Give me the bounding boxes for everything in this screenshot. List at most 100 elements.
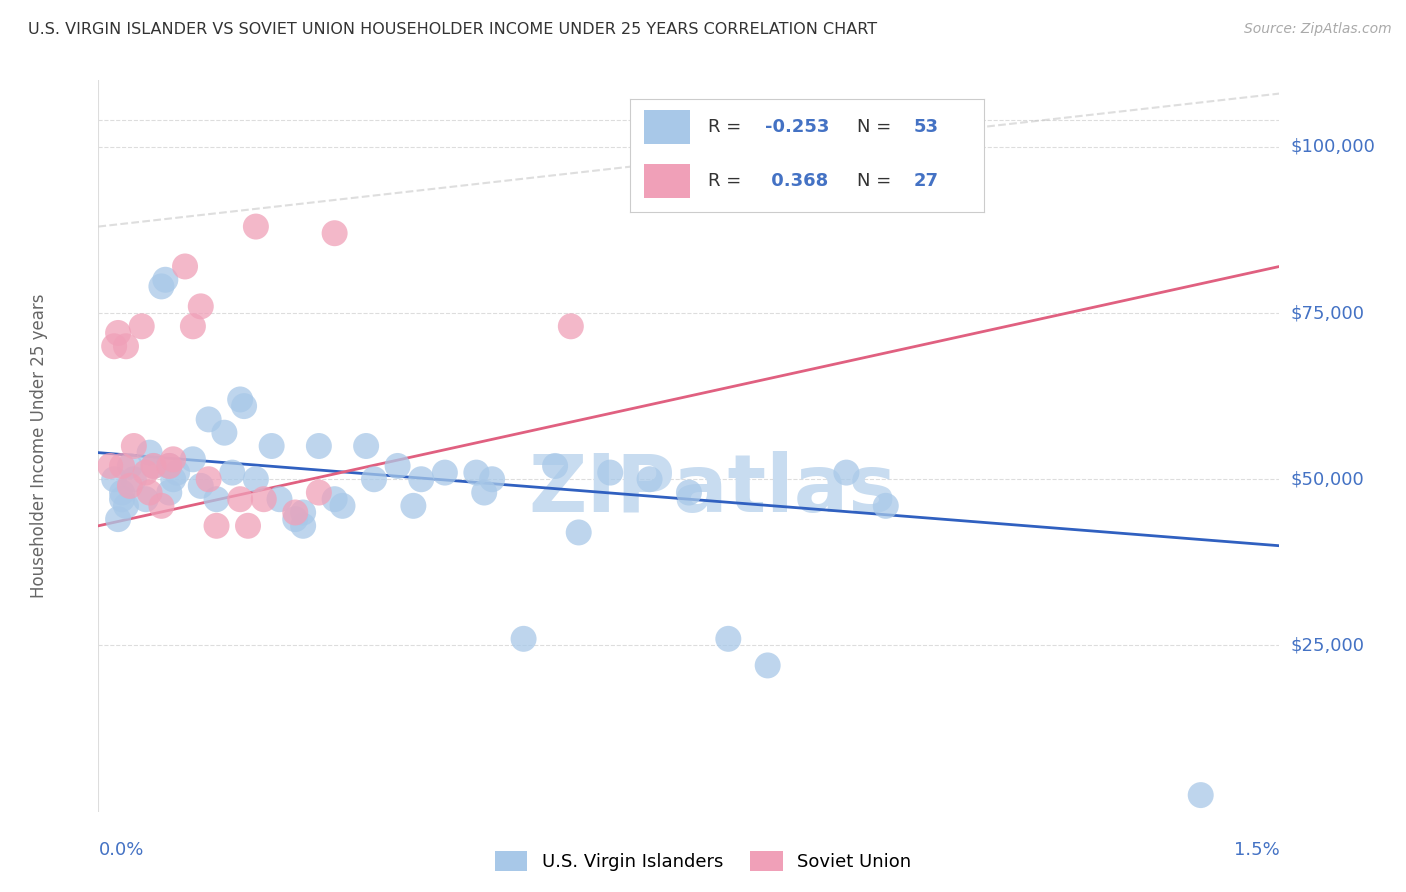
- Point: [560, 319, 582, 334]
- Bar: [644, 110, 690, 144]
- Text: R =: R =: [707, 118, 747, 136]
- Text: Source: ZipAtlas.com: Source: ZipAtlas.com: [1244, 22, 1392, 37]
- Bar: [644, 164, 690, 198]
- Point: [411, 472, 433, 486]
- Text: $25,000: $25,000: [1291, 637, 1365, 655]
- Point: [568, 525, 591, 540]
- Legend: U.S. Virgin Islanders, Soviet Union: U.S. Virgin Islanders, Soviet Union: [488, 844, 918, 879]
- Point: [190, 299, 212, 313]
- Point: [214, 425, 236, 440]
- Point: [122, 472, 145, 486]
- Point: [260, 439, 283, 453]
- Point: [103, 339, 125, 353]
- Point: [835, 466, 858, 480]
- Point: [197, 472, 219, 486]
- Point: [155, 273, 177, 287]
- Point: [465, 466, 488, 480]
- Point: [512, 632, 534, 646]
- Point: [354, 439, 377, 453]
- Point: [205, 492, 228, 507]
- Point: [107, 326, 129, 340]
- Point: [245, 219, 267, 234]
- Point: [107, 512, 129, 526]
- Point: [236, 518, 259, 533]
- Point: [269, 492, 291, 507]
- Point: [221, 466, 243, 480]
- Point: [111, 485, 134, 500]
- Point: [292, 518, 315, 533]
- Point: [135, 492, 157, 507]
- Point: [98, 458, 121, 473]
- Text: N =: N =: [856, 118, 897, 136]
- Point: [150, 279, 173, 293]
- Point: [292, 506, 315, 520]
- Point: [756, 658, 779, 673]
- Text: U.S. VIRGIN ISLANDER VS SOVIET UNION HOUSEHOLDER INCOME UNDER 25 YEARS CORRELATI: U.S. VIRGIN ISLANDER VS SOVIET UNION HOU…: [28, 22, 877, 37]
- Text: 0.0%: 0.0%: [98, 841, 143, 859]
- Point: [363, 472, 385, 486]
- Point: [118, 458, 141, 473]
- Point: [111, 458, 134, 473]
- Text: Householder Income Under 25 years: Householder Income Under 25 years: [31, 293, 48, 599]
- Point: [875, 499, 897, 513]
- Point: [308, 485, 330, 500]
- Text: $100,000: $100,000: [1291, 137, 1375, 156]
- Point: [162, 472, 184, 486]
- Point: [233, 399, 256, 413]
- Point: [157, 485, 180, 500]
- Point: [229, 492, 252, 507]
- Point: [472, 485, 495, 500]
- Point: [638, 472, 661, 486]
- Point: [181, 319, 204, 334]
- Point: [433, 466, 456, 480]
- Point: [138, 485, 160, 500]
- Point: [284, 512, 307, 526]
- Point: [284, 506, 307, 520]
- Point: [142, 458, 165, 473]
- Text: 0.368: 0.368: [765, 172, 828, 190]
- Point: [387, 458, 409, 473]
- Point: [135, 466, 157, 480]
- Point: [138, 445, 160, 459]
- Text: R =: R =: [707, 172, 747, 190]
- Text: 1.5%: 1.5%: [1233, 841, 1279, 859]
- Text: 27: 27: [914, 172, 938, 190]
- Point: [678, 485, 700, 500]
- Point: [1189, 788, 1212, 802]
- Text: N =: N =: [856, 172, 897, 190]
- Point: [181, 452, 204, 467]
- Point: [174, 260, 197, 274]
- Point: [599, 466, 621, 480]
- Point: [323, 226, 346, 240]
- Point: [229, 392, 252, 407]
- Point: [118, 479, 141, 493]
- Text: -0.253: -0.253: [765, 118, 830, 136]
- Point: [162, 452, 184, 467]
- Point: [245, 472, 267, 486]
- Point: [111, 492, 134, 507]
- Point: [332, 499, 354, 513]
- Point: [717, 632, 740, 646]
- Text: $75,000: $75,000: [1291, 304, 1365, 322]
- Text: $50,000: $50,000: [1291, 470, 1364, 488]
- Point: [166, 466, 188, 480]
- Point: [308, 439, 330, 453]
- Point: [197, 412, 219, 426]
- Point: [115, 499, 138, 513]
- Point: [122, 439, 145, 453]
- Point: [131, 319, 153, 334]
- Point: [115, 339, 138, 353]
- Point: [190, 479, 212, 493]
- Point: [481, 472, 503, 486]
- Point: [157, 458, 180, 473]
- Point: [142, 458, 165, 473]
- Point: [323, 492, 346, 507]
- Text: ZIPatlas: ZIPatlas: [529, 450, 897, 529]
- Point: [205, 518, 228, 533]
- Point: [253, 492, 276, 507]
- Point: [157, 458, 180, 473]
- Point: [150, 499, 173, 513]
- Text: 53: 53: [914, 118, 938, 136]
- Point: [103, 472, 125, 486]
- Point: [544, 458, 567, 473]
